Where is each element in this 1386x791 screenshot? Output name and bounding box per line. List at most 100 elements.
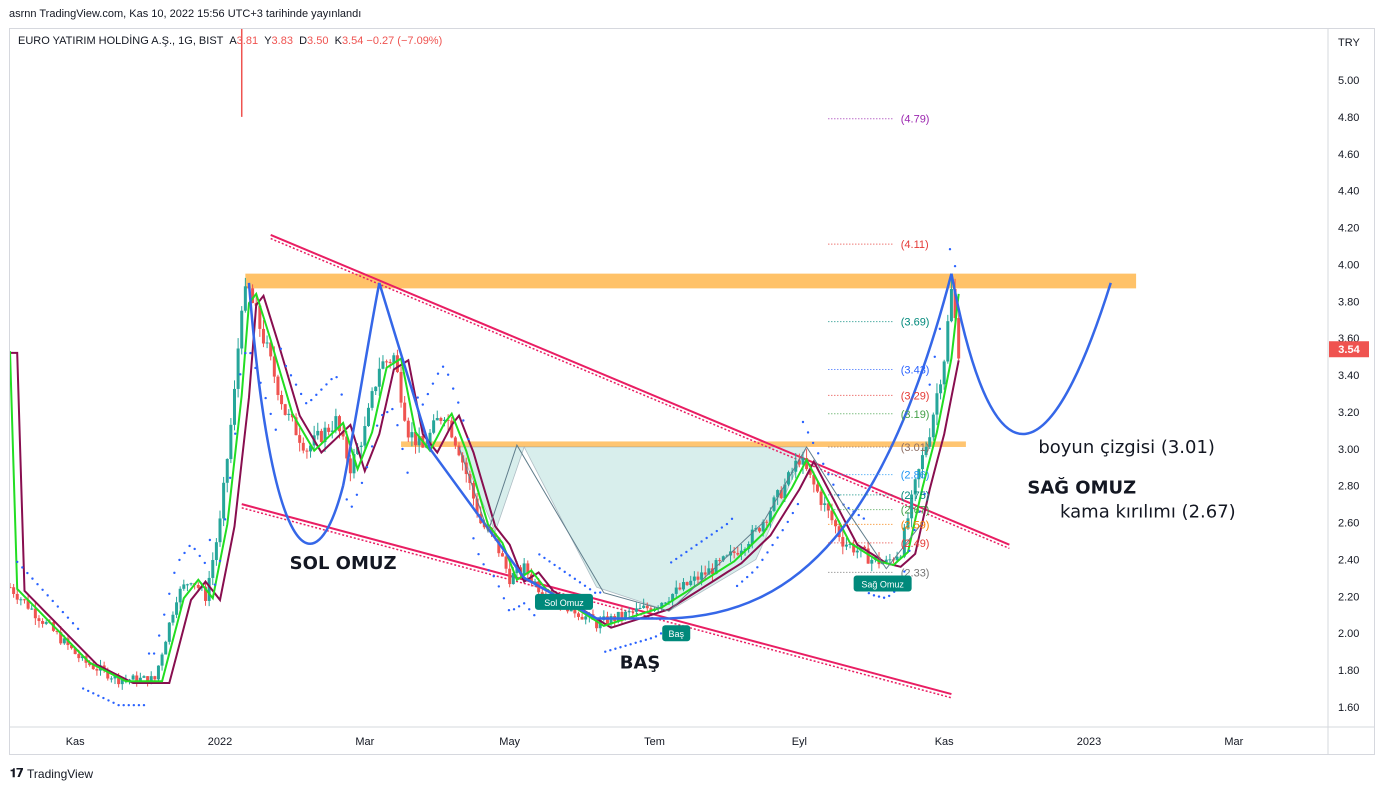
sar-dot: [198, 554, 201, 558]
y-tick-label: 4.60: [1338, 149, 1359, 161]
sar-dot: [801, 420, 805, 424]
candle-body: [88, 662, 92, 666]
pattern-badge-label: Sağ Omuz: [861, 579, 904, 589]
sar-dot: [761, 558, 764, 562]
left-shoulder-curve-a: [247, 282, 345, 545]
sar-dot: [315, 393, 318, 397]
candle-body: [334, 416, 338, 431]
sar-dot: [71, 622, 75, 625]
candle-body: [301, 442, 305, 451]
sar-dot: [735, 584, 739, 588]
sar-dot: [482, 563, 485, 566]
candle-body: [888, 559, 892, 561]
sar-dot: [381, 413, 384, 417]
sar-dot: [46, 594, 49, 597]
sar-dot: [208, 538, 212, 542]
sar-dot: [320, 388, 323, 391]
sar-dot: [386, 410, 389, 414]
sar-dot: [583, 584, 587, 588]
candle-body: [185, 584, 189, 586]
candle-body: [685, 582, 689, 586]
sar-dot: [137, 703, 141, 707]
candle-body: [414, 432, 418, 446]
candle-body: [902, 527, 906, 557]
candle-body: [135, 675, 139, 683]
sar-dot: [269, 412, 272, 416]
sar-dot: [112, 701, 115, 704]
candle-body: [783, 484, 787, 499]
x-tick-label: Tem: [644, 736, 665, 748]
candle-body: [605, 616, 609, 625]
sar-dot: [578, 581, 582, 584]
candle-body: [819, 491, 823, 505]
candle-body: [750, 529, 754, 545]
sar-dot: [16, 560, 19, 564]
sar-dot: [629, 643, 632, 646]
sar-dot: [609, 649, 612, 652]
candle-body: [399, 372, 403, 403]
sar-dot: [21, 566, 24, 569]
candle-body: [41, 621, 45, 624]
currency-label: TRY: [1338, 37, 1360, 49]
sar-dot: [720, 526, 724, 529]
candle-body: [26, 599, 30, 609]
candle-body: [258, 305, 262, 329]
y-tick-label: 2.40: [1338, 554, 1359, 566]
sar-dot: [188, 544, 191, 548]
sar-dot: [350, 505, 354, 508]
candle-body: [526, 563, 530, 575]
sar-dot: [806, 431, 810, 434]
sar-dot: [938, 327, 942, 331]
candle-body: [497, 537, 501, 554]
candle-body: [721, 556, 725, 561]
candle-body: [707, 568, 711, 575]
tradingview-brand[interactable]: 𝟏𝟳 TradingView: [10, 766, 93, 781]
candle-body: [439, 417, 443, 422]
candle-body: [443, 419, 447, 422]
resistance-zone: [245, 273, 1137, 289]
candle-body: [395, 355, 399, 373]
candle-body: [638, 607, 642, 609]
candle-body: [374, 386, 378, 392]
sar-dot: [477, 552, 480, 556]
sar-dot: [168, 592, 171, 595]
candle-body: [761, 521, 765, 532]
projection-level-label: (2.49): [901, 538, 930, 550]
candle-body: [924, 446, 928, 456]
sar-dot: [538, 553, 541, 556]
sar-dot: [152, 652, 156, 655]
sar-dot: [431, 382, 435, 385]
candle-body: [696, 576, 700, 580]
candle-body: [196, 584, 200, 588]
candle-body: [359, 445, 363, 447]
sar-dot: [953, 264, 957, 268]
y-tick-label: 4.80: [1338, 112, 1359, 124]
sar-dot: [173, 571, 176, 575]
ema-fast-line: [10, 291, 960, 683]
sar-dot: [766, 551, 769, 554]
candle-body: [884, 559, 888, 563]
candle-body: [348, 458, 352, 474]
candle-body: [276, 376, 280, 396]
sar-dot: [568, 574, 571, 577]
candle-body: [710, 568, 714, 574]
candle-body: [634, 608, 638, 612]
sar-dot: [264, 396, 267, 400]
sar-dot: [933, 355, 936, 358]
sar-dot: [122, 703, 125, 707]
candle-body: [508, 568, 512, 585]
projection-level-label: (3.43): [901, 365, 930, 377]
sar-dot: [725, 522, 729, 526]
sar-dot: [446, 373, 450, 376]
sar-dot: [360, 481, 364, 485]
candle-body: [739, 550, 743, 555]
candle-body: [758, 528, 762, 532]
candle-body: [935, 393, 939, 415]
sar-dot: [548, 560, 551, 563]
sar-dot: [335, 375, 338, 379]
sar-dot: [26, 571, 29, 575]
candle-body: [906, 518, 910, 528]
candle-body: [446, 419, 450, 421]
sar-dot: [284, 364, 288, 368]
